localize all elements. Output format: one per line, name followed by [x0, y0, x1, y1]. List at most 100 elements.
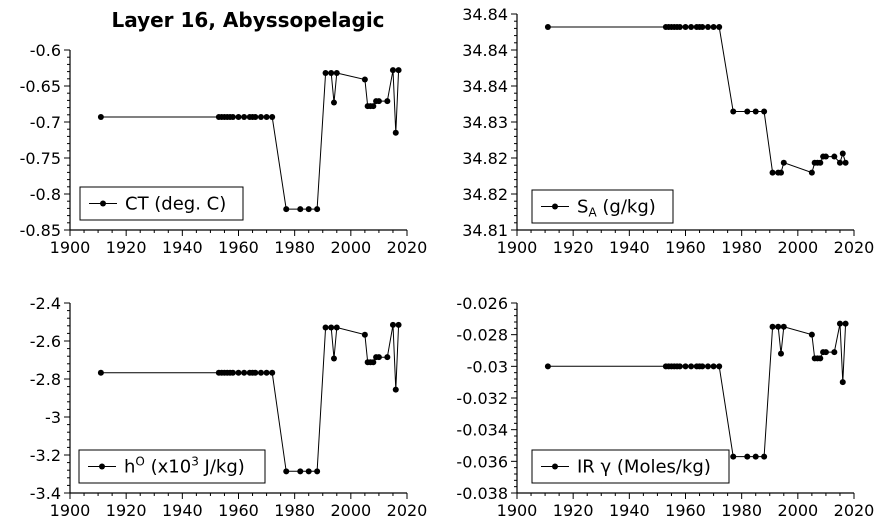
x-tick-label: 1960	[665, 501, 706, 520]
data-point	[544, 363, 551, 370]
y-tick-label: -0.65	[20, 77, 61, 96]
y-tick-label: -0.038	[456, 484, 508, 503]
data-point	[314, 468, 321, 475]
data-point	[322, 70, 329, 77]
data-point	[544, 23, 551, 30]
legend-point-marker	[552, 203, 558, 210]
legend: IR γ (Moles/kg)	[531, 449, 730, 484]
y-tick-label: 34.82	[462, 149, 508, 168]
data-point	[229, 113, 236, 120]
data-point	[252, 369, 259, 376]
data-point	[676, 23, 683, 30]
data-point	[716, 363, 723, 370]
data-point	[305, 468, 312, 475]
x-tick-label: 1960	[218, 238, 259, 257]
y-tick-label: 34.84	[462, 41, 508, 60]
x-tick-label: 2000	[777, 238, 818, 257]
data-point	[780, 159, 787, 166]
data-point	[392, 386, 399, 393]
y-tick-label: -3	[45, 408, 61, 427]
data-point	[297, 206, 304, 213]
data-point	[97, 369, 104, 376]
data-point	[384, 98, 391, 105]
data-point	[333, 324, 340, 331]
legend-label-rest: (g/kg)	[597, 197, 656, 218]
x-tick-label: 2020	[387, 238, 428, 257]
x-tick-label: 1900	[497, 501, 538, 520]
x-tick-label: 2020	[387, 501, 428, 520]
legend-label: IR γ (Moles/kg)	[577, 457, 711, 478]
data-point	[252, 113, 259, 120]
data-point	[688, 363, 695, 370]
legend-point-marker	[552, 463, 558, 470]
data-point	[831, 349, 838, 356]
x-tick-label: 1960	[218, 501, 259, 520]
y-tick-label: -0.85	[20, 221, 61, 240]
x-tick-label: 1900	[50, 501, 91, 520]
x-tick-label: 1980	[274, 501, 315, 520]
x-tick-label: 1920	[553, 501, 594, 520]
legend-label-superscript: 3	[191, 455, 199, 469]
data-point	[744, 108, 751, 115]
data-point	[777, 169, 784, 176]
legend-point-marker	[99, 463, 105, 470]
data-point	[370, 359, 377, 366]
data-point	[822, 349, 829, 356]
legend-label-main: h	[124, 457, 135, 478]
data-point	[257, 369, 264, 376]
data-point	[777, 350, 784, 357]
x-tick-label: 1900	[50, 238, 91, 257]
x-tick-label: 1940	[609, 501, 650, 520]
legend-point-marker	[100, 200, 106, 207]
data-point	[395, 321, 402, 328]
x-tick-label: 1980	[721, 501, 762, 520]
data-point	[361, 76, 368, 83]
data-point	[808, 169, 815, 176]
legend-label-rest: J/kg)	[199, 457, 245, 478]
data-point	[836, 320, 843, 327]
legend: hO (x103 J/kg)	[78, 449, 266, 484]
x-tick-label: 2000	[330, 238, 371, 257]
data-point	[395, 67, 402, 74]
data-point	[283, 206, 290, 213]
data-point	[330, 355, 337, 362]
data-point	[384, 354, 391, 361]
data-point	[241, 113, 248, 120]
y-tick-label: -2.8	[30, 370, 61, 389]
chart-panel-2: 1900 1920 1940 1960 1980 2000 2020 34.84 34.84 34…	[462, 5, 874, 257]
data-point	[682, 363, 689, 370]
data-point	[752, 453, 759, 460]
chart-panel-1: Layer 16, Abyssopelagic 1900 1920 1940 1960 1…	[20, 8, 428, 257]
data-point	[269, 369, 276, 376]
legend: CT (deg. C)	[79, 186, 244, 221]
data-point	[333, 70, 340, 77]
legend: SA (g/kg)	[531, 189, 674, 224]
series-line	[100, 324, 400, 472]
data-point	[831, 153, 838, 160]
x-tick-label: 1920	[553, 238, 594, 257]
x-tick-label: 1960	[665, 238, 706, 257]
legend-label: hO (x103 J/kg)	[124, 455, 245, 478]
x-tick-label: 1980	[274, 238, 315, 257]
y-tick-label: 34.84	[462, 5, 508, 24]
data-point	[730, 453, 737, 460]
x-tick-label: 1980	[721, 238, 762, 257]
y-tick-label: 34.84	[462, 77, 508, 96]
series-line	[547, 26, 847, 174]
data-point	[761, 108, 768, 115]
data-point	[389, 67, 396, 74]
data-point	[375, 98, 382, 105]
data-point	[716, 23, 723, 30]
legend-label: SA (g/kg)	[577, 197, 656, 220]
data-point	[328, 324, 335, 331]
x-tick-label: 1920	[106, 501, 147, 520]
data-point	[330, 99, 337, 106]
data-point	[97, 113, 104, 120]
data-point	[682, 23, 689, 30]
data-point	[744, 453, 751, 460]
data-point	[241, 369, 248, 376]
data-point	[822, 153, 829, 160]
y-tick-label: -0.03	[467, 357, 508, 376]
data-point	[730, 108, 737, 115]
data-point	[710, 363, 717, 370]
